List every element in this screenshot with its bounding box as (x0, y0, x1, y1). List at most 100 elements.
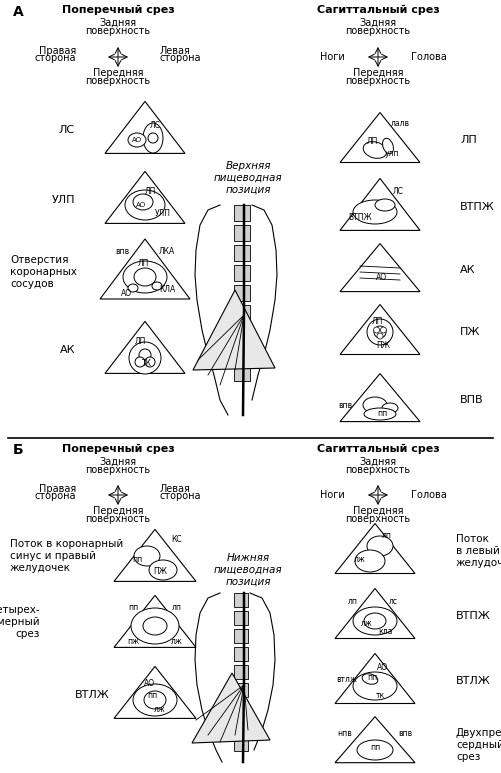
Text: Задняя: Задняя (359, 18, 397, 28)
Text: Задняя: Задняя (359, 457, 397, 467)
Text: Передняя: Передняя (93, 506, 143, 516)
Ellipse shape (363, 141, 387, 158)
Ellipse shape (367, 536, 393, 556)
Text: Поток
в левый
желудочек: Поток в левый желудочек (456, 534, 501, 567)
Text: Отверстия
коронарных
сосудов: Отверстия коронарных сосудов (10, 255, 77, 288)
Text: ЛС: ЛС (150, 121, 160, 131)
Text: впв: впв (398, 730, 412, 738)
Ellipse shape (363, 397, 387, 413)
Text: пп: пп (367, 673, 377, 682)
Text: АО: АО (376, 274, 388, 282)
Text: ЛП: ЛП (371, 318, 383, 326)
Text: поверхность: поверхность (345, 76, 410, 86)
Text: ВТЛЖ: ВТЛЖ (75, 690, 110, 700)
Bar (234, 205, 250, 221)
Text: впв: впв (115, 247, 129, 257)
Bar (234, 365, 250, 381)
Circle shape (367, 319, 393, 345)
Bar (234, 305, 250, 321)
Text: ПЖ: ПЖ (460, 327, 480, 337)
Text: пж: пж (127, 638, 139, 646)
Text: нпв: нпв (338, 730, 352, 738)
Ellipse shape (128, 284, 138, 292)
Text: АК: АК (60, 345, 75, 355)
Bar (234, 325, 250, 341)
Text: пп: пп (128, 604, 138, 612)
Text: Нижняя
пищеводная
позиция: Нижняя пищеводная позиция (214, 553, 282, 587)
Ellipse shape (383, 138, 393, 154)
Text: лп: лп (348, 598, 358, 607)
Text: сторона: сторона (160, 491, 201, 501)
Text: сторона: сторона (35, 53, 76, 63)
Ellipse shape (353, 607, 397, 635)
Ellipse shape (125, 190, 165, 220)
Text: сторона: сторона (160, 53, 201, 63)
Text: кла: кла (378, 628, 392, 636)
Text: поверхность: поверхность (86, 26, 151, 36)
Ellipse shape (357, 740, 393, 760)
Bar (234, 265, 250, 281)
Text: Верхняя
пищеводная
позиция: Верхняя пищеводная позиция (214, 162, 282, 195)
Circle shape (135, 357, 145, 367)
Text: Б: Б (13, 443, 24, 457)
Circle shape (380, 327, 386, 333)
Text: поверхность: поверхность (86, 76, 151, 86)
Circle shape (145, 357, 155, 367)
Text: Сагиттальный срез: Сагиттальный срез (317, 5, 439, 15)
Polygon shape (192, 673, 270, 743)
Bar (234, 345, 250, 361)
Bar (234, 225, 250, 241)
Text: Ноги: Ноги (320, 490, 345, 500)
Circle shape (374, 327, 380, 333)
Text: ВТПЖ: ВТПЖ (456, 611, 491, 621)
Ellipse shape (143, 617, 167, 635)
Ellipse shape (353, 200, 397, 224)
Text: Левая: Левая (160, 484, 191, 494)
Text: АО: АО (132, 137, 142, 143)
Text: Двухпред-
сердный
срез: Двухпред- сердный срез (456, 728, 501, 761)
Text: УЛП: УЛП (155, 209, 171, 219)
Text: ЛС: ЛС (393, 186, 403, 196)
Text: ВПВ: ВПВ (460, 395, 483, 405)
Text: тк: тк (375, 690, 385, 700)
Ellipse shape (128, 133, 146, 147)
Text: Передняя: Передняя (353, 68, 403, 78)
Text: поверхность: поверхность (345, 514, 410, 524)
Text: лалв: лалв (391, 120, 410, 128)
Ellipse shape (355, 550, 385, 572)
Bar (234, 701, 248, 715)
Text: Правая: Правая (39, 46, 76, 56)
Ellipse shape (133, 194, 153, 210)
Text: пп: пп (147, 690, 157, 700)
Circle shape (129, 342, 161, 374)
Text: пп: пп (132, 556, 142, 564)
Text: поверхность: поверхность (86, 514, 151, 524)
Text: ВТПЖ: ВТПЖ (460, 202, 495, 212)
Text: ВТЛЖ: ВТЛЖ (456, 676, 491, 686)
Text: АО: АО (144, 679, 156, 687)
Text: ЛП: ЛП (137, 260, 149, 268)
Text: втлж: втлж (337, 675, 357, 683)
Text: КЛА: КЛА (159, 285, 175, 295)
Text: А: А (13, 5, 24, 19)
Ellipse shape (353, 672, 397, 700)
Text: Голова: Голова (411, 52, 447, 62)
Text: пп: пп (370, 743, 380, 751)
Ellipse shape (144, 691, 166, 709)
Bar (234, 629, 248, 643)
Ellipse shape (382, 403, 398, 413)
Text: поверхность: поверхность (345, 26, 410, 36)
Ellipse shape (362, 674, 378, 684)
Text: поверхность: поверхность (345, 465, 410, 475)
Ellipse shape (375, 199, 395, 211)
Text: Поперечный срез: Поперечный срез (62, 5, 174, 15)
Text: ТК: ТК (142, 359, 152, 369)
Bar (234, 647, 248, 661)
Circle shape (377, 333, 383, 339)
Text: сторона: сторона (35, 491, 76, 501)
Ellipse shape (134, 546, 160, 566)
Text: Задняя: Задняя (99, 18, 137, 28)
Text: ЛП: ЛП (366, 138, 378, 147)
Text: АК: АК (460, 265, 475, 275)
Text: Передняя: Передняя (93, 68, 143, 78)
